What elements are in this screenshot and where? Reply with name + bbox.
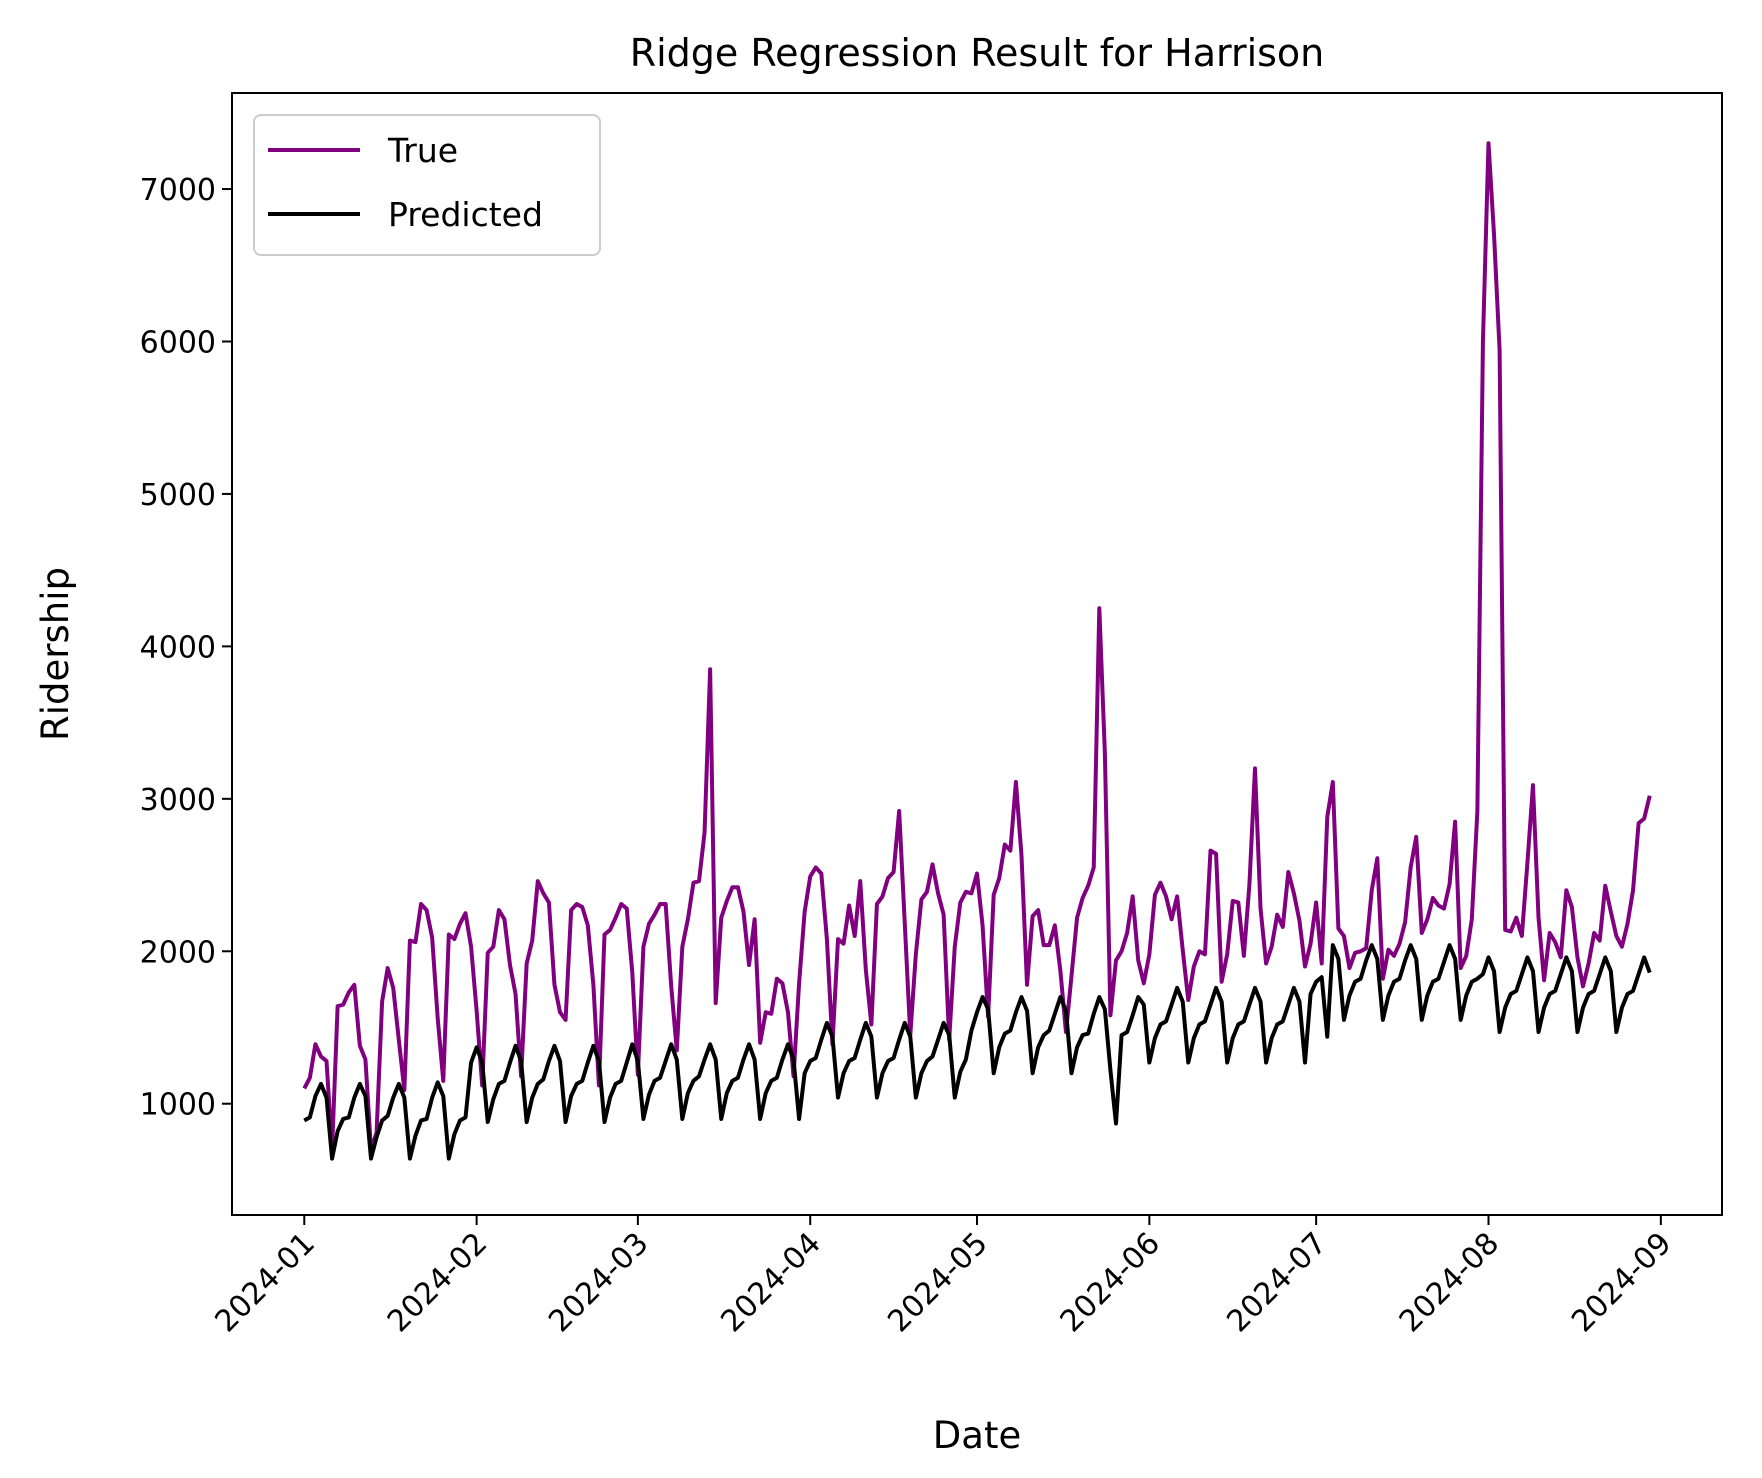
x-axis-title: Date [933, 1414, 1021, 1457]
legend-label-true: True [387, 131, 458, 170]
y-tick-label: 2000 [140, 935, 216, 970]
y-tick-label: 1000 [140, 1088, 216, 1123]
series-line-true [302, 141, 1652, 1152]
legend: True Predicted [253, 114, 601, 256]
y-tick-label: 5000 [140, 478, 216, 513]
chart-title: Ridge Regression Result for Harrison [630, 31, 1325, 75]
series-line-predicted [303, 943, 1652, 1161]
y-axis-title: Ridership [34, 567, 77, 741]
y-tick-label: 4000 [140, 630, 216, 665]
y-axis: 1000 2000 3000 4000 5000 6000 7000 [140, 173, 232, 1123]
plot-area [302, 141, 1652, 1161]
y-tick-label: 6000 [140, 325, 216, 360]
y-tick-label: 7000 [140, 173, 216, 208]
legend-label-predicted: Predicted [388, 195, 543, 234]
y-tick-label: 3000 [140, 783, 216, 818]
